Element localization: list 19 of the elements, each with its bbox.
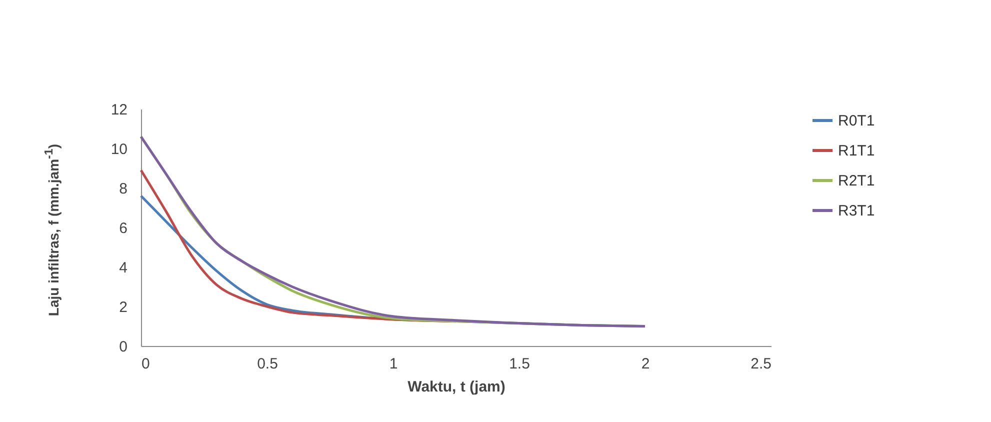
y-tick-label: 12 — [110, 102, 128, 118]
y-tick-label: 4 — [119, 260, 128, 276]
x-tick-label: 1.5 — [509, 356, 530, 372]
y-tick-label: 8 — [119, 180, 128, 198]
y-tick-label: 0 — [119, 338, 128, 356]
y-tick-label: 6 — [119, 220, 128, 237]
legend-label: R3T1 — [838, 202, 875, 220]
x-axis-title: Waktu, t (jam) — [408, 378, 506, 396]
x-tick-label: 0 — [142, 356, 150, 372]
x-tick-label: 0.5 — [257, 356, 278, 372]
y-tick-label: 2 — [119, 299, 128, 316]
x-tick-label: 2 — [641, 356, 650, 372]
x-tick-label: 2.5 — [750, 356, 772, 372]
legend-label: R0T1 — [838, 112, 875, 130]
legend-label: R1T1 — [838, 142, 875, 160]
legend-label: R2T1 — [838, 172, 875, 190]
y-tick-label: 10 — [110, 141, 128, 158]
x-tick-label: 1 — [389, 356, 398, 372]
line-series — [140, 135, 646, 328]
